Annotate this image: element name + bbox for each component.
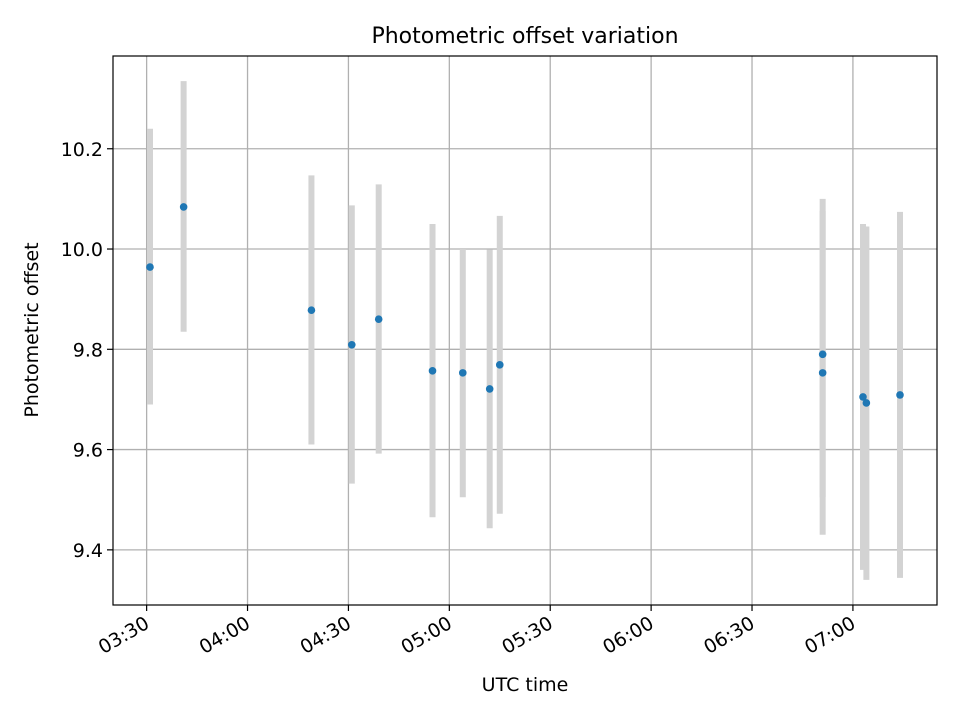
data-point <box>146 263 154 271</box>
y-tick-label: 9.6 <box>73 440 103 462</box>
y-tick-label: 10.0 <box>61 239 103 261</box>
data-point <box>458 369 467 377</box>
grid-layer <box>113 56 937 605</box>
data-point <box>818 369 827 377</box>
data-point <box>179 203 188 211</box>
data-point <box>307 306 316 314</box>
data-point <box>428 367 437 375</box>
data-point <box>818 350 827 359</box>
point-layer <box>146 203 904 407</box>
data-point <box>896 391 904 399</box>
data-point <box>347 340 356 349</box>
data-point <box>859 393 867 401</box>
y-tick-label: 9.4 <box>73 540 103 562</box>
data-point <box>862 399 871 407</box>
y-tick-label: 9.8 <box>73 339 103 361</box>
y-tick-label: 10.2 <box>61 139 103 161</box>
y-axis-ticks: 9.4 9.6 9.8 10.0 10.2 <box>61 139 113 562</box>
data-point <box>495 361 504 369</box>
x-axis-label: UTC time <box>482 674 569 696</box>
chart-title: Photometric offset variation <box>371 24 678 49</box>
plot-frame <box>112 55 938 606</box>
data-point <box>485 385 494 393</box>
y-axis-label: Photometric offset <box>21 242 43 417</box>
data-point <box>374 315 383 324</box>
